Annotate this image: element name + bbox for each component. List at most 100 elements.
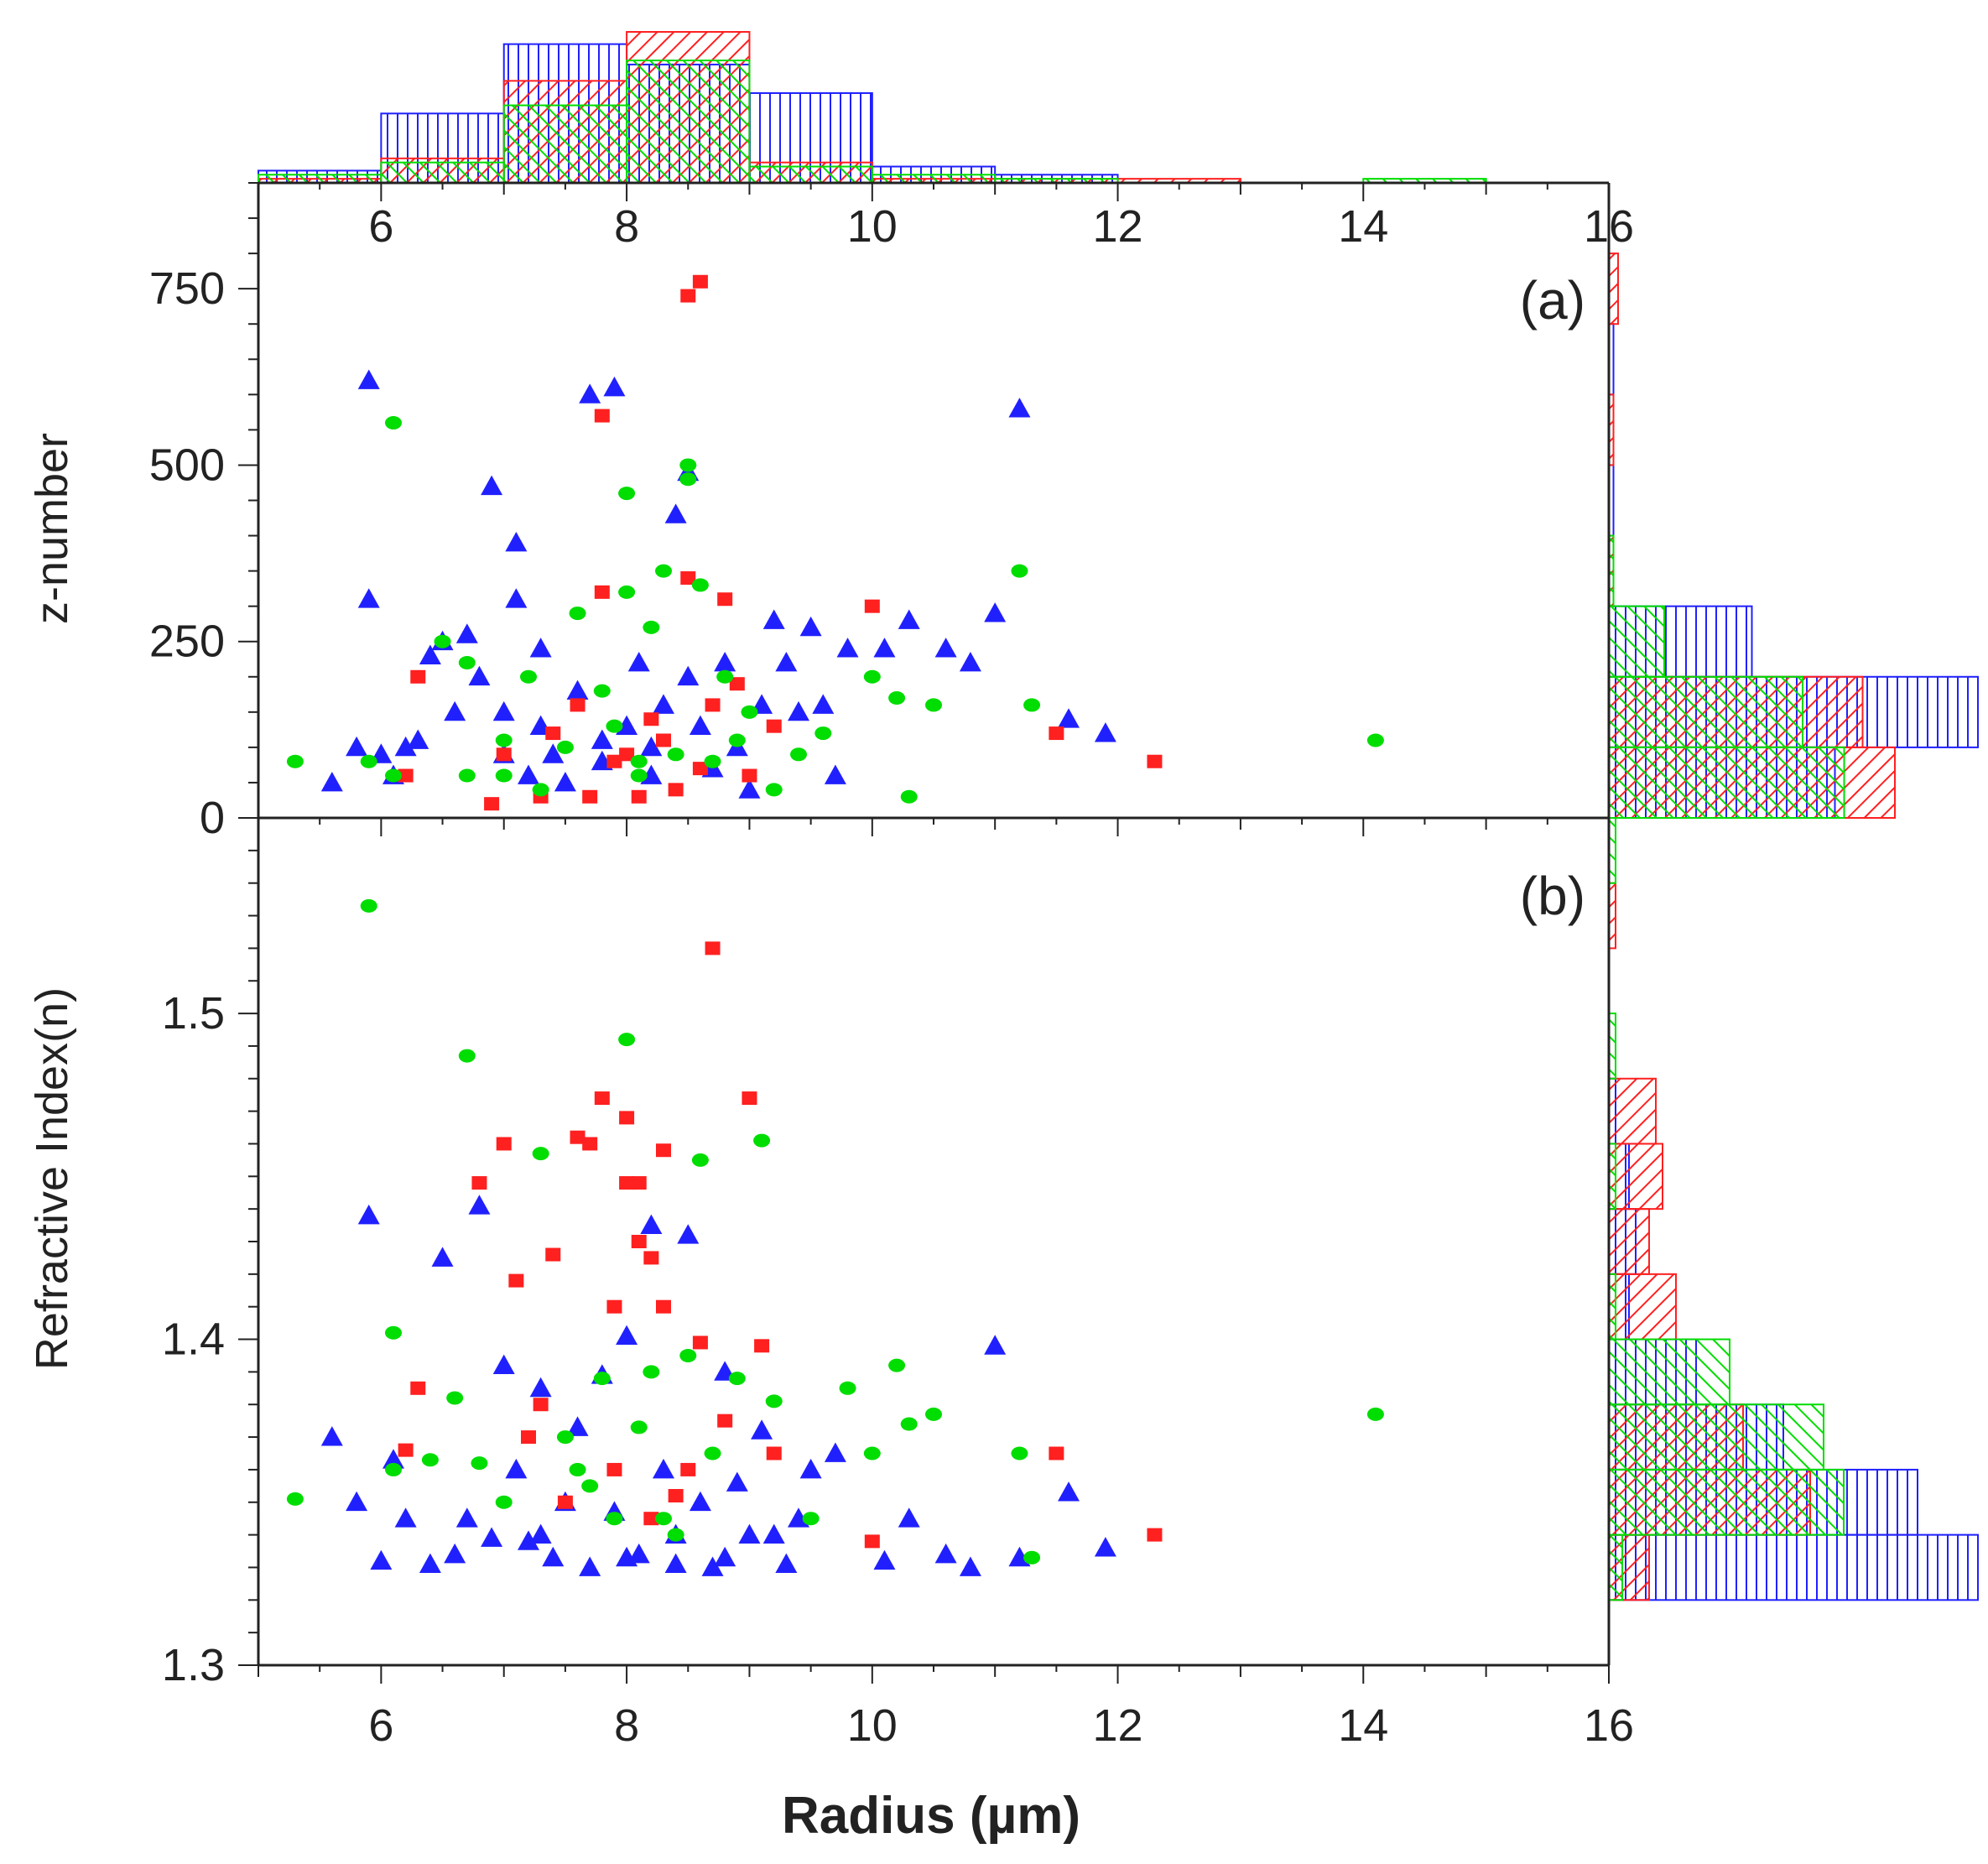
point-a (444, 700, 466, 721)
point-b (529, 1523, 552, 1544)
point-b (692, 1336, 708, 1350)
point-a (1147, 754, 1163, 768)
point-b (495, 1495, 513, 1509)
point-a (692, 274, 708, 289)
point-b (717, 1414, 733, 1428)
x-tick-label-bottom: 14 (1338, 1700, 1388, 1751)
point-b (1366, 1407, 1384, 1421)
point-b (925, 1407, 942, 1421)
point-b (446, 1391, 464, 1405)
point-b (496, 1137, 512, 1151)
point-a (594, 585, 610, 599)
point-a (714, 651, 736, 672)
point-a (593, 684, 611, 698)
point-a (556, 740, 574, 754)
point-b (888, 1358, 906, 1372)
point-b (898, 1507, 920, 1528)
histogram-layer (258, 31, 1979, 1601)
point-b (618, 1033, 636, 1047)
point-a (458, 655, 476, 669)
right-hist-b-bar (1608, 1403, 1824, 1471)
point-a (357, 588, 380, 608)
panel-label-b: (b) (1520, 866, 1585, 926)
point-a (824, 764, 846, 784)
point-a (357, 369, 380, 389)
point-b (570, 1130, 585, 1144)
point-b (533, 1398, 549, 1412)
point-b (455, 1507, 478, 1528)
x-tick-label-top: 6 (368, 201, 393, 252)
point-a (925, 698, 942, 712)
right-hist-b-bar (1608, 1208, 1650, 1275)
point-a (554, 771, 576, 792)
point-a (606, 719, 623, 733)
point-a (888, 691, 906, 706)
point-b (655, 1512, 672, 1526)
point-b (360, 898, 377, 913)
point-a (836, 638, 859, 658)
point-a (385, 415, 402, 430)
axes-layer: 6 8 10 12 14 16 6 8 10 12 14 16 0 250 500 750 1.3 1.4 1.5 (149, 181, 1634, 1751)
top-hist-bar (502, 104, 628, 184)
point-a (1023, 698, 1041, 712)
point-b (726, 1471, 748, 1492)
point-a (741, 705, 758, 719)
point-a (532, 783, 549, 797)
y-axis-title-b: Refractive Index(n) (27, 987, 77, 1370)
point-b (545, 1247, 561, 1262)
x-tick-label-top: 10 (847, 201, 898, 252)
point-b (984, 1335, 1007, 1355)
point-a (545, 726, 561, 741)
point-a (742, 768, 757, 783)
point-a (959, 651, 981, 672)
point-a (398, 768, 414, 783)
point-a (653, 694, 674, 714)
point-a (656, 733, 671, 747)
point-b (518, 1530, 539, 1550)
point-a (529, 638, 552, 658)
y-tick-label-b: 1.4 (162, 1315, 225, 1365)
point-b (385, 1462, 402, 1476)
point-a (481, 475, 503, 496)
point-b (839, 1381, 856, 1395)
right-hist-b-bar (1608, 1077, 1657, 1145)
point-a (455, 623, 478, 643)
point-a (766, 719, 782, 733)
point-b (619, 1111, 635, 1125)
right-hist-a-bar (1608, 605, 1665, 678)
point-a (619, 747, 635, 762)
point-a (716, 669, 734, 684)
point-a (1011, 564, 1028, 578)
point-b (383, 1449, 404, 1469)
point-b (701, 1556, 724, 1576)
point-b (606, 1462, 622, 1476)
point-b (664, 1553, 687, 1573)
point-b (1094, 1537, 1116, 1557)
right-hist-b-bar (1608, 1533, 1623, 1601)
point-b (569, 1462, 586, 1476)
point-a (495, 733, 513, 747)
point-a (668, 783, 684, 797)
point-b (1049, 1446, 1064, 1460)
y-tick-label-a: 250 (149, 617, 225, 667)
point-b (556, 1430, 574, 1445)
point-b (643, 1251, 659, 1265)
point-b (606, 1299, 622, 1314)
point-a (679, 472, 697, 487)
point-a (385, 768, 402, 783)
point-b (765, 1394, 783, 1408)
point-a (496, 747, 512, 762)
point-a (898, 609, 920, 629)
point-a (419, 644, 441, 664)
point-a (434, 634, 451, 648)
right-hist-b-bar (1608, 1143, 1663, 1211)
point-a (407, 729, 429, 749)
point-b (508, 1273, 524, 1288)
point-a (643, 712, 659, 726)
point-a (814, 726, 832, 741)
point-b (468, 1195, 491, 1215)
point-a (1049, 726, 1064, 741)
point-a (679, 458, 697, 472)
point-b (532, 1147, 549, 1161)
point-b (631, 1235, 647, 1248)
